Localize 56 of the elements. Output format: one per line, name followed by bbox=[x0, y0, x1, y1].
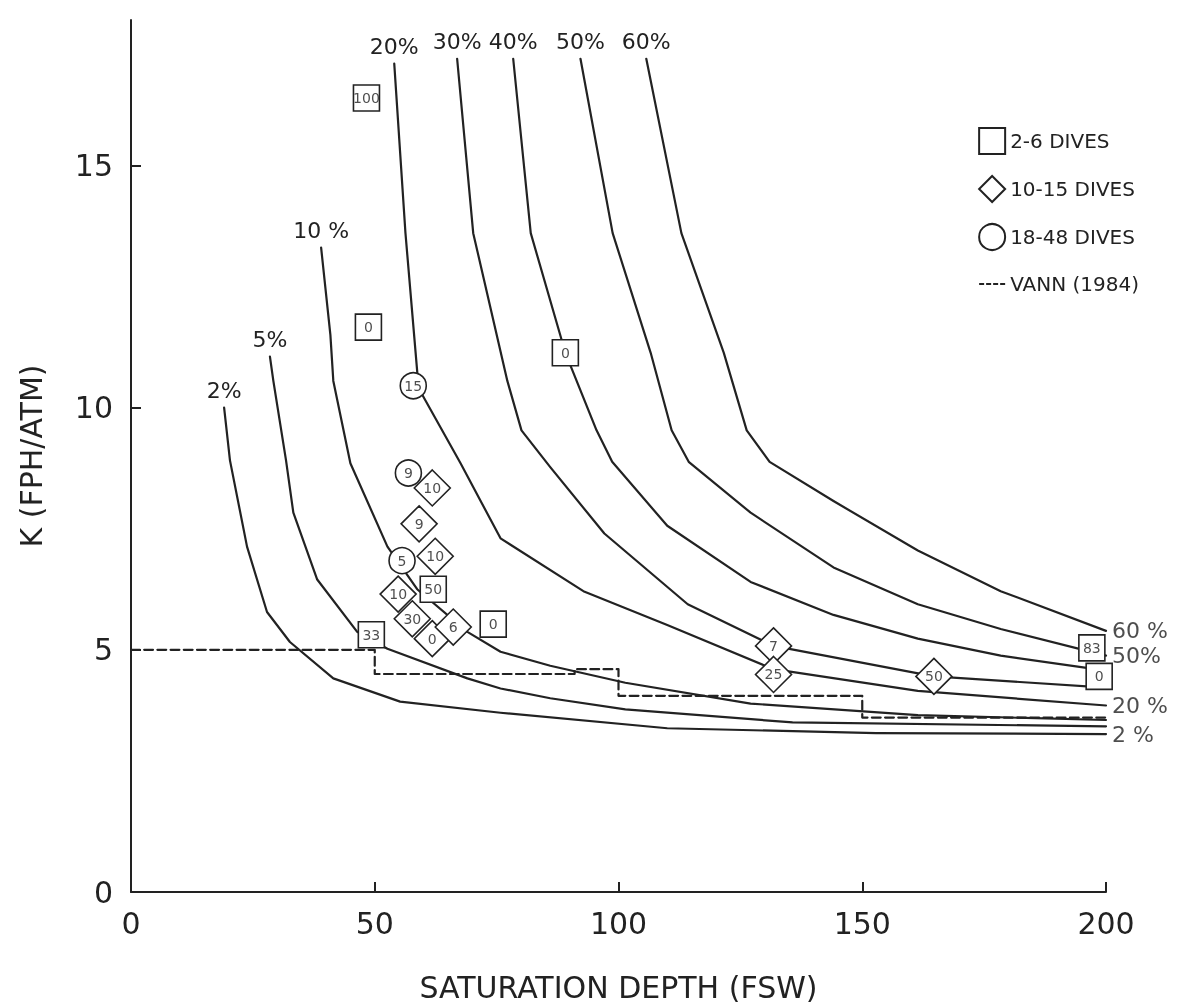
point bbox=[479, 610, 508, 638]
annotation: 7 bbox=[769, 637, 778, 654]
x-axis-title: SATURATION DEPTH (FSW) bbox=[419, 969, 818, 1005]
point bbox=[1085, 662, 1113, 691]
y-tick-label: 10 bbox=[74, 390, 113, 426]
annotation: 60 % bbox=[1112, 618, 1168, 644]
annotation: 20 % bbox=[1112, 692, 1168, 718]
annotation: 50 bbox=[424, 581, 443, 598]
annotation: 30 bbox=[403, 610, 422, 627]
point bbox=[434, 608, 473, 646]
annotation: 83 bbox=[1082, 639, 1101, 656]
y-axis-title: K (FPH/ATM) bbox=[13, 364, 49, 548]
series-label: 2% bbox=[206, 378, 242, 404]
legend-label: 10-15 DIVES bbox=[1010, 177, 1135, 201]
y-tick-label: 0 bbox=[93, 874, 113, 910]
x-tick-label: 0 bbox=[121, 905, 141, 941]
annotation: 0 bbox=[488, 616, 498, 633]
annotation: 0 bbox=[560, 344, 570, 361]
annotation: 0 bbox=[427, 630, 437, 647]
x-tick-label: 200 bbox=[1077, 905, 1135, 941]
x-tick-label: 100 bbox=[589, 905, 648, 941]
annotation: 25 bbox=[764, 666, 783, 683]
legend-label: 2-6 DIVES bbox=[1010, 129, 1110, 153]
annotation: 9 bbox=[403, 464, 413, 481]
annotation: 2 % bbox=[1112, 721, 1154, 747]
series-label: 20% bbox=[369, 34, 419, 60]
y-tick-label: 15 bbox=[74, 147, 113, 183]
annotation: 10 bbox=[426, 548, 445, 565]
series-label: 10 % bbox=[293, 218, 350, 244]
x-tick-label: 150 bbox=[833, 905, 891, 941]
point bbox=[354, 313, 383, 341]
annotation: 6 bbox=[448, 619, 458, 636]
point bbox=[388, 546, 416, 575]
x-tick-label: 50 bbox=[355, 905, 394, 941]
annotation: 0 bbox=[1094, 668, 1104, 685]
annotation: 15 bbox=[404, 377, 423, 394]
annotation: 100 bbox=[353, 90, 380, 106]
annotation: 10 bbox=[423, 479, 442, 496]
annotation: 50% bbox=[1112, 643, 1161, 669]
annotation: 9 bbox=[414, 515, 424, 532]
legend-label: 18-48 DIVES bbox=[1010, 225, 1135, 249]
annotation: 0 bbox=[363, 319, 373, 336]
series-label: 50% bbox=[556, 29, 605, 55]
y-tick-label: 5 bbox=[93, 632, 113, 668]
series-label: 30% bbox=[432, 29, 482, 55]
annotation: 33 bbox=[362, 626, 381, 643]
point bbox=[394, 459, 423, 487]
annotation: 5 bbox=[397, 552, 407, 569]
annotation: 50 bbox=[925, 668, 943, 685]
series-label: 5% bbox=[252, 327, 288, 353]
annotation: 10 bbox=[389, 586, 408, 603]
point bbox=[551, 339, 580, 367]
series-label: 40% bbox=[488, 29, 538, 55]
legend-label: VANN (1984) bbox=[1010, 272, 1140, 296]
point bbox=[400, 505, 438, 543]
series-label: 60% bbox=[621, 29, 671, 55]
